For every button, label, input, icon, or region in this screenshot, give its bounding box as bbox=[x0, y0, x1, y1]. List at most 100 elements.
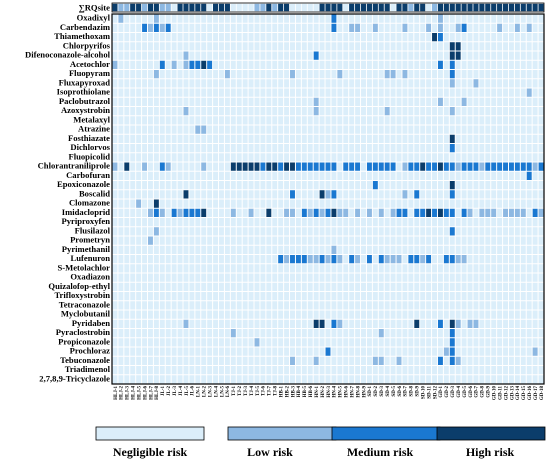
grid-cell bbox=[118, 144, 124, 153]
grid-cell bbox=[355, 14, 361, 23]
grid-cell bbox=[473, 310, 479, 319]
column-label: HLJ-4 bbox=[132, 386, 137, 400]
grid-cell bbox=[189, 181, 195, 190]
heatmap-cell bbox=[378, 162, 384, 171]
grid-cell bbox=[461, 329, 467, 338]
grid-cell bbox=[331, 236, 337, 245]
grid-cell bbox=[461, 33, 467, 42]
summary-cell bbox=[159, 3, 165, 12]
heatmap-cell bbox=[420, 162, 426, 171]
grid-cell bbox=[124, 375, 130, 384]
column-label: GD-8 bbox=[481, 386, 486, 398]
grid-cell bbox=[491, 14, 497, 23]
heatmap-cell bbox=[449, 356, 455, 365]
grid-cell bbox=[325, 375, 331, 384]
grid-cell bbox=[272, 273, 278, 282]
grid-cell bbox=[219, 227, 224, 236]
grid-cell bbox=[130, 171, 136, 180]
grid-cell bbox=[313, 14, 319, 23]
grid-cell bbox=[355, 125, 361, 134]
grid-cell bbox=[467, 347, 473, 356]
grid-cell bbox=[426, 218, 432, 227]
grid-cell bbox=[136, 162, 142, 171]
grid-cell bbox=[526, 190, 532, 199]
grid-cell bbox=[378, 264, 384, 273]
grid-cell bbox=[520, 255, 526, 264]
grid-cell bbox=[272, 199, 278, 208]
grid-cell bbox=[408, 14, 414, 23]
grid-cell bbox=[165, 282, 171, 291]
grid-cell bbox=[272, 88, 278, 97]
grid-cell bbox=[236, 153, 242, 162]
grid-cell bbox=[508, 347, 514, 356]
grid-cell bbox=[290, 125, 295, 134]
grid-cell bbox=[142, 236, 148, 245]
grid-cell bbox=[130, 125, 136, 134]
grid-cell bbox=[479, 282, 485, 291]
summary-cell bbox=[224, 3, 230, 12]
grid-cell bbox=[503, 107, 508, 116]
grid-cell bbox=[455, 116, 461, 125]
grid-cell bbox=[526, 107, 532, 116]
grid-cell bbox=[426, 366, 432, 375]
grid-cell bbox=[491, 144, 497, 153]
heatmap-cell bbox=[325, 347, 331, 356]
grid-cell bbox=[532, 236, 538, 245]
grid-cell bbox=[355, 366, 361, 375]
grid-cell bbox=[491, 292, 497, 301]
grid-cell bbox=[260, 227, 266, 236]
grid-cell bbox=[195, 14, 201, 23]
grid-cell bbox=[207, 144, 213, 153]
grid-cell bbox=[189, 190, 195, 199]
grid-cell bbox=[142, 79, 148, 88]
grid-cell bbox=[284, 347, 290, 356]
grid-cell bbox=[508, 134, 514, 143]
grid-cell bbox=[230, 88, 236, 97]
grid-cell bbox=[366, 199, 372, 208]
column-label: HLJ-1 bbox=[114, 386, 119, 400]
grid-cell bbox=[343, 33, 349, 42]
grid-cell bbox=[201, 338, 207, 347]
grid-cell bbox=[148, 162, 153, 171]
grid-cell bbox=[390, 33, 396, 42]
grid-cell bbox=[254, 107, 260, 116]
grid-cell bbox=[343, 51, 349, 60]
grid-cell bbox=[514, 375, 520, 384]
grid-cell bbox=[242, 338, 248, 347]
grid-cell bbox=[201, 218, 207, 227]
grid-cell bbox=[473, 70, 479, 79]
grid-cell bbox=[148, 42, 153, 51]
grid-cell bbox=[189, 23, 195, 32]
grid-cell bbox=[313, 33, 319, 42]
grid-cell bbox=[189, 144, 195, 153]
grid-cell bbox=[378, 338, 384, 347]
grid-cell bbox=[473, 153, 479, 162]
grid-cell bbox=[171, 190, 177, 199]
grid-cell bbox=[159, 70, 165, 79]
grid-cell bbox=[503, 366, 508, 375]
grid-cell bbox=[195, 70, 201, 79]
grid-cell bbox=[343, 292, 349, 301]
grid-cell bbox=[177, 134, 183, 143]
grid-cell bbox=[266, 338, 272, 347]
grid-cell bbox=[520, 245, 526, 254]
heatmap-cell bbox=[290, 208, 295, 217]
heatmap-cell bbox=[284, 162, 290, 171]
column-label: HB-3 bbox=[291, 386, 296, 398]
grid-cell bbox=[520, 88, 526, 97]
grid-cell bbox=[213, 199, 219, 208]
grid-cell bbox=[331, 227, 337, 236]
grid-cell bbox=[242, 347, 248, 356]
grid-cell bbox=[189, 79, 195, 88]
grid-cell bbox=[514, 153, 520, 162]
summary-cell bbox=[136, 3, 142, 12]
grid-cell bbox=[177, 236, 183, 245]
grid-cell bbox=[414, 245, 420, 254]
grid-cell bbox=[260, 88, 266, 97]
grid-cell bbox=[325, 329, 331, 338]
heatmap-cell bbox=[455, 319, 461, 328]
grid-cell bbox=[485, 218, 491, 227]
grid-cell bbox=[153, 301, 159, 310]
grid-cell bbox=[290, 144, 295, 153]
grid-cell bbox=[248, 282, 254, 291]
